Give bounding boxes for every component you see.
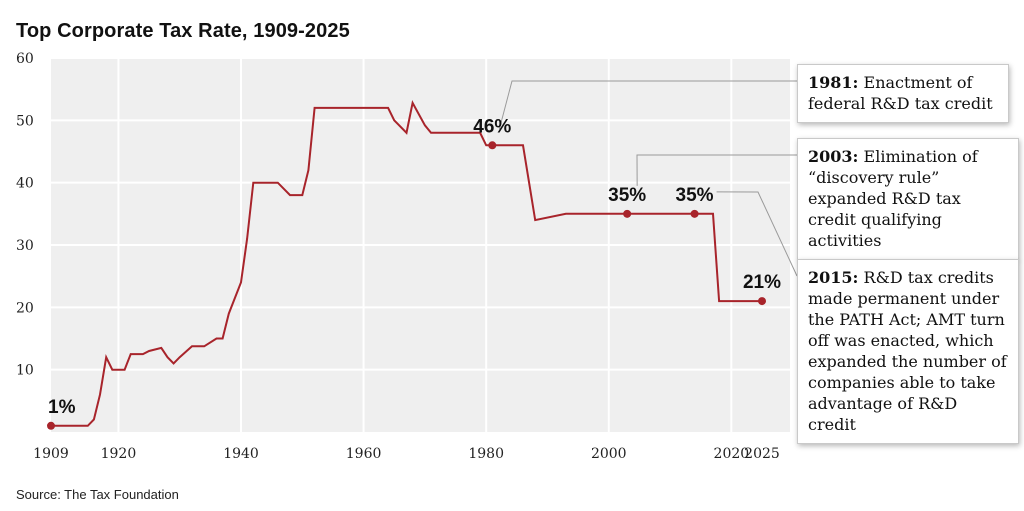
point-label: 35% [676,185,714,206]
callout-year: 2003: [808,147,859,166]
leader-line [716,191,798,277]
point-label: 46% [473,116,511,137]
data-point [758,297,766,306]
callout-year: 2015: [808,268,859,287]
chart-title: Top Corporate Tax Rate, 1909-2025 [16,20,350,42]
y-axis-ticks: 10 20 30 40 50 60 [16,51,34,379]
x-tick-label: 1909 [33,446,69,462]
data-point [488,141,497,150]
source-note: Source: The Tax Foundation [16,487,179,502]
callout-text: Elimination of “discovery rule” expanded… [808,147,978,250]
x-tick-label: 2020 [714,446,750,462]
y-tick-label: 20 [16,300,34,316]
x-tick-label: 2025 [744,446,780,462]
tax-rate-line [51,100,762,427]
point-label: 35% [608,185,646,206]
callout-2015: 2015: R&D tax credits made permanent und… [797,259,1019,444]
x-tick-label: 1980 [468,446,504,462]
data-point [47,421,55,430]
callout-year: 1981: [808,73,859,92]
data-point [690,209,699,218]
y-tick-label: 40 [16,176,34,192]
grid-lines [51,57,790,432]
highlighted-points [47,141,766,430]
callout-text: Enactment of federal R&D tax credit [808,73,993,113]
x-tick-label: 1940 [223,446,259,462]
callout-2003: 2003: Elimination of “discovery rule” ex… [797,138,1019,260]
callout-1981: 1981: Enactment of federal R&D tax credi… [797,64,1009,123]
x-tick-label: 1960 [346,446,382,462]
y-tick-label: 60 [16,51,34,67]
point-label: 21% [743,272,781,293]
x-tick-label: 2000 [591,446,627,462]
callout-leader-lines [498,80,798,277]
leader-line [636,154,797,186]
y-tick-label: 50 [16,113,34,129]
y-tick-label: 30 [16,238,34,254]
x-tick-label: 1920 [101,446,137,462]
point-label: 1% [48,397,76,418]
leader-line [498,80,797,130]
point-labels: 1% 46% 35% 35% 21% [48,116,781,418]
data-point [623,209,632,218]
y-tick-label: 10 [16,363,34,379]
callout-text: R&D tax credits made permanent under the… [808,268,1007,434]
